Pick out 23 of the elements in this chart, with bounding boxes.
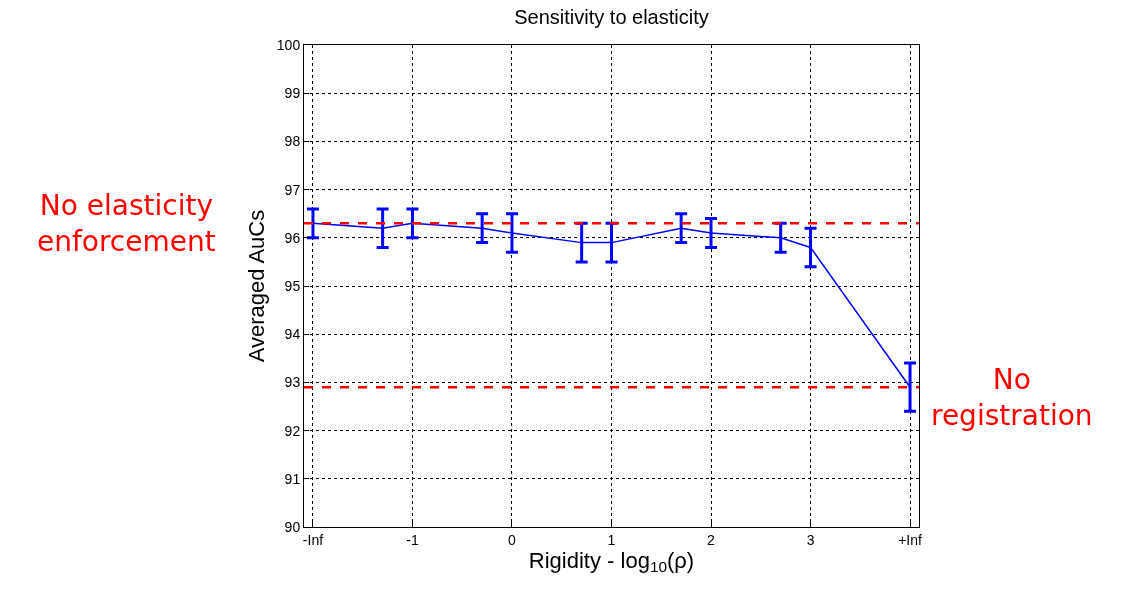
y-tick-label: 99 xyxy=(284,85,301,102)
x-tick-label: +Inf xyxy=(898,531,923,548)
y-tick-label: 94 xyxy=(284,326,301,343)
chart-title: Sensitivity to elasticity xyxy=(514,6,709,28)
y-tick-label: 90 xyxy=(284,518,301,535)
x-tick-label: -1 xyxy=(406,531,419,548)
y-tick-label: 95 xyxy=(284,277,301,294)
x-tick-label: 2 xyxy=(707,531,716,548)
y-tick-label: 92 xyxy=(284,422,301,439)
y-tick-label: 97 xyxy=(284,181,301,198)
x-tick-label: 3 xyxy=(806,531,815,548)
y-axis-title: Averaged AuCs xyxy=(243,209,269,363)
x-tick-label: 1 xyxy=(607,531,616,548)
y-tick-label: 91 xyxy=(284,470,301,487)
y-tick-label: 93 xyxy=(284,374,301,391)
x-tick-label: -Inf xyxy=(302,531,324,548)
x-tick-label: 0 xyxy=(508,531,517,548)
y-tick-label: 100 xyxy=(276,36,301,53)
ref-line-label: No elasticity enforcement xyxy=(37,189,216,259)
y-tick-label: 96 xyxy=(284,229,301,246)
y-tick-label: 98 xyxy=(284,133,301,150)
x-axis-title: Rigidity - log$_{10}$(ρ) xyxy=(528,547,695,576)
ref-line-label: No registration xyxy=(931,363,1093,433)
